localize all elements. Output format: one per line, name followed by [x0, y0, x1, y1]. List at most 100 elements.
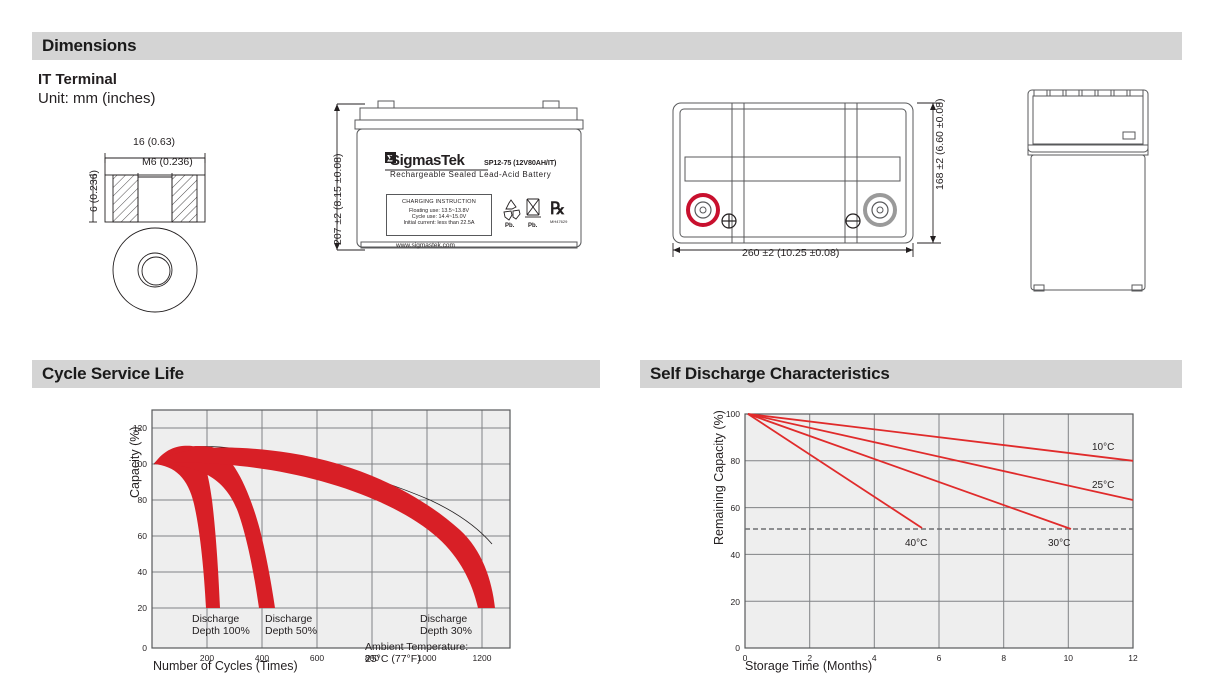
dim-width-16	[104, 153, 206, 175]
svg-text:Ambient Temperature:: Ambient Temperature:	[365, 641, 468, 653]
chart-self-discharge: 100 80 60 40 20 0 0 2 4 6 8 10 12 10°C 2…	[700, 398, 1150, 678]
terminal-type-block: IT Terminal Unit: mm (inches)	[38, 70, 156, 109]
svg-text:40: 40	[731, 550, 741, 560]
svg-text:60: 60	[138, 531, 148, 541]
ul-file-number: MH47629	[550, 219, 568, 224]
cycle-x-axis-title: Number of Cycles (Times)	[153, 659, 298, 673]
minus-sign-icon	[845, 213, 861, 229]
chart-cycle-service-life: 120 100 80 60 40 20 0 200 400 600 800 10…	[120, 400, 540, 680]
plus-sign-icon	[721, 213, 737, 229]
svg-text:4: 4	[872, 653, 877, 663]
terminal-thread-label: M6 (0.236)	[142, 156, 193, 168]
charging-instruction-box: CHARGING INSTRUCTION Floating use: 13.5~…	[386, 194, 492, 236]
terminal-width-label: 16 (0.63)	[133, 136, 176, 148]
y-axis-ticks-sd: 100 80 60 40 20 0	[726, 409, 740, 653]
svg-text:40: 40	[138, 567, 148, 577]
svg-text:0: 0	[735, 643, 740, 653]
battery-model-number: SP12-75 (12V80AH/IT)	[484, 158, 557, 167]
sd-line-30c	[747, 413, 1072, 530]
svg-text:Σ: Σ	[387, 154, 393, 164]
sd-label-30c: 30°C	[1048, 538, 1070, 549]
x-axis-ticks-cycle: 200 400 600 800 1000 1200	[200, 653, 492, 663]
sd-label-40c: 40°C	[905, 538, 927, 549]
battery-brand-name: SigmasTek	[390, 152, 465, 169]
svg-text:600: 600	[310, 653, 324, 663]
terminal-height-label: 6 (0.236)	[88, 169, 100, 212]
dim-width-260	[672, 243, 914, 257]
band-dod-50	[154, 445, 275, 608]
section-header-dimensions: Dimensions	[32, 32, 1182, 60]
svg-text:8: 8	[1001, 653, 1006, 663]
brand-logo-mark	[385, 152, 396, 163]
sd-line-40c	[747, 413, 923, 529]
sd-label-10c: 10°C	[1092, 442, 1114, 453]
section-title-dimensions: Dimensions	[42, 36, 137, 55]
svg-text:100: 100	[133, 459, 147, 469]
dim-height-207	[334, 103, 365, 251]
svg-text:2: 2	[807, 653, 812, 663]
svg-text:Depth 30%: Depth 30%	[420, 625, 472, 637]
sd-label-25c: 25°C	[1092, 480, 1114, 491]
svg-text:Discharge: Discharge	[265, 613, 312, 625]
svg-text:25°C (77°F): 25°C (77°F)	[365, 653, 421, 665]
sd-line-25c	[747, 413, 1134, 501]
sd-line-10c	[747, 413, 1134, 462]
terminal-type-title: IT Terminal	[38, 71, 117, 88]
battery-side-view: Σ	[325, 92, 615, 267]
recycle-icon	[503, 199, 521, 221]
annotation-dod-30: Discharge Depth 30%	[420, 613, 472, 637]
battery-website: www.sigmastek.com	[396, 242, 455, 249]
section-title-self-discharge: Self Discharge Characteristics	[650, 364, 890, 383]
y-axis-ticks-cycle: 120 100 80 60 40 20 0	[133, 423, 147, 653]
terminal-negative-icon	[863, 193, 897, 227]
compliance-marks: Pb. Pb. ℞ MH47629	[500, 196, 570, 230]
unit-note: Unit: mm (inches)	[38, 90, 156, 107]
annotation-ambient-temp: Ambient Temperature: 25°C (77°F)	[365, 641, 468, 665]
svg-text:200: 200	[200, 653, 214, 663]
section-header-cycle-service-life: Cycle Service Life	[32, 360, 600, 388]
section-header-self-discharge: Self Discharge Characteristics	[640, 360, 1182, 388]
annotation-dod-100: Discharge Depth 100%	[192, 613, 250, 637]
charging-heading: CHARGING INSTRUCTION	[402, 199, 476, 205]
ul-icon: ℞	[550, 199, 565, 218]
svg-text:1000: 1000	[418, 653, 437, 663]
svg-text:Depth 100%: Depth 100%	[192, 625, 250, 637]
dim-depth-168	[917, 102, 941, 244]
svg-text:Depth 50%: Depth 50%	[265, 625, 317, 637]
svg-text:0: 0	[142, 643, 147, 653]
sd-y-axis-title: Remaining Capacity (%)	[712, 410, 726, 545]
battery-depth-dim-label: 168 ±2 (6.60 ±0.08)	[934, 98, 946, 190]
svg-text:0: 0	[743, 653, 748, 663]
charging-initial-current: Initial current: less than 22.5A	[403, 220, 475, 226]
svg-text:1200: 1200	[473, 653, 492, 663]
cycle-y-axis-title: Capacity (%)	[128, 426, 142, 498]
svg-text:10: 10	[1064, 653, 1074, 663]
svg-text:12: 12	[1128, 653, 1138, 663]
recycle-pb-label: Pb.	[505, 223, 515, 229]
annotation-dod-50: Discharge Depth 50%	[265, 613, 317, 637]
svg-text:800: 800	[365, 653, 379, 663]
battery-top-view	[655, 95, 955, 275]
dim-height-6	[89, 174, 97, 223]
svg-text:20: 20	[731, 597, 741, 607]
battery-width-dim-label: 260 ±2 (10.25 ±0.08)	[742, 247, 840, 259]
section-title-cycle: Cycle Service Life	[42, 364, 184, 383]
wee-pb-label: Pb.	[528, 223, 538, 229]
svg-text:400: 400	[255, 653, 269, 663]
x-axis-ticks-sd: 0 2 4 6 8 10 12	[743, 653, 1138, 663]
dim-thread-m6	[137, 173, 173, 181]
svg-text:80: 80	[138, 495, 148, 505]
wee-bin-icon	[525, 198, 541, 218]
terminal-drawing	[60, 130, 300, 315]
svg-text:℞: ℞	[550, 199, 565, 218]
band-dod-100	[154, 445, 220, 608]
svg-text:100: 100	[726, 409, 740, 419]
battery-description: Rechargeable Sealed Lead-Acid Battery	[390, 170, 552, 179]
terminal-positive-icon	[686, 193, 720, 227]
svg-text:20: 20	[138, 603, 148, 613]
svg-text:Discharge: Discharge	[420, 613, 467, 625]
vent-caps	[1033, 89, 1144, 97]
svg-text:Discharge: Discharge	[192, 613, 239, 625]
svg-text:60: 60	[731, 503, 741, 513]
band-dod-30	[154, 447, 495, 608]
